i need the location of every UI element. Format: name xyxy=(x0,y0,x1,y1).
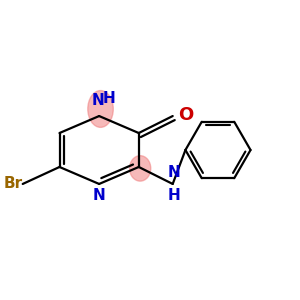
Text: H: H xyxy=(103,91,116,106)
Text: O: O xyxy=(178,106,194,124)
Text: H: H xyxy=(168,188,181,203)
Text: N: N xyxy=(93,188,106,203)
Text: N: N xyxy=(168,165,181,180)
Text: Br: Br xyxy=(4,176,23,191)
Text: N: N xyxy=(91,93,104,108)
Ellipse shape xyxy=(130,156,151,181)
Ellipse shape xyxy=(88,91,113,128)
